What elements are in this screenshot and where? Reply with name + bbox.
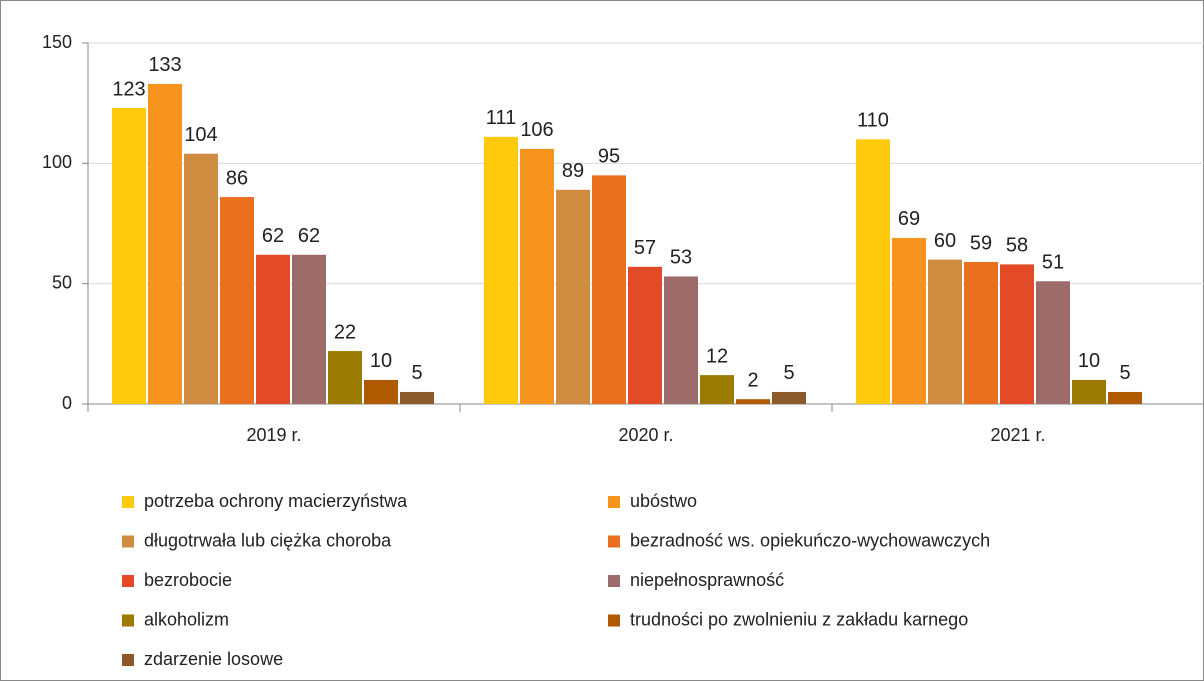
legend-swatch bbox=[122, 614, 134, 627]
bar bbox=[184, 153, 218, 404]
data-label: 110 bbox=[857, 110, 889, 132]
bar bbox=[664, 276, 698, 404]
x-tick-label: 2019 r. bbox=[246, 425, 301, 445]
bar bbox=[928, 259, 962, 404]
bar bbox=[400, 391, 434, 404]
bar bbox=[772, 391, 806, 404]
bar bbox=[1036, 281, 1070, 404]
legend-swatch bbox=[122, 535, 134, 548]
data-label: 53 bbox=[670, 247, 692, 269]
data-label: 62 bbox=[262, 225, 284, 247]
legend-swatch bbox=[608, 496, 620, 508]
legend-label: ubóstwo bbox=[630, 491, 697, 511]
x-tick-label: 2020 r. bbox=[618, 425, 673, 445]
legend-swatch bbox=[608, 614, 620, 627]
data-label: 2 bbox=[747, 369, 758, 391]
bar bbox=[964, 262, 998, 404]
data-label: 12 bbox=[706, 345, 728, 367]
legend-swatch bbox=[122, 654, 134, 666]
legend-swatch bbox=[122, 575, 134, 587]
legend-swatch bbox=[608, 575, 620, 587]
data-label: 58 bbox=[1006, 235, 1028, 257]
bar bbox=[592, 175, 626, 404]
legend-label: niepełnosprawność bbox=[630, 570, 784, 590]
y-tick-label: 50 bbox=[52, 272, 72, 292]
bar bbox=[1108, 391, 1142, 404]
legend-label: zdarzenie losowe bbox=[144, 649, 283, 669]
data-label: 104 bbox=[184, 124, 217, 146]
data-label: 51 bbox=[1042, 252, 1064, 274]
data-label: 10 bbox=[370, 350, 392, 372]
legend-label: trudności po zwolnieniu z zakładu karneg… bbox=[630, 609, 968, 629]
bar bbox=[292, 254, 326, 404]
data-label: 59 bbox=[970, 232, 992, 254]
bar bbox=[1072, 379, 1106, 404]
bar bbox=[700, 375, 734, 404]
data-label: 95 bbox=[598, 146, 620, 168]
bar bbox=[328, 351, 362, 404]
legend-swatch bbox=[608, 535, 620, 548]
data-label: 111 bbox=[486, 107, 516, 129]
bar bbox=[628, 266, 662, 404]
bar bbox=[484, 136, 518, 405]
data-label: 86 bbox=[226, 167, 248, 189]
bar bbox=[148, 83, 182, 404]
legend-label: alkoholizm bbox=[144, 609, 229, 629]
legend-label: bezrobocie bbox=[144, 570, 232, 590]
bar bbox=[256, 254, 290, 404]
data-label: 57 bbox=[634, 237, 656, 259]
data-label: 123 bbox=[112, 78, 145, 100]
y-tick-label: 100 bbox=[42, 152, 72, 172]
bar bbox=[1000, 264, 1034, 404]
data-label: 5 bbox=[411, 362, 422, 384]
data-label: 5 bbox=[1119, 362, 1130, 384]
data-label: 89 bbox=[562, 160, 584, 182]
data-label: 69 bbox=[898, 208, 920, 230]
legend-swatch bbox=[122, 496, 134, 508]
y-tick-label: 150 bbox=[42, 32, 72, 52]
bar bbox=[520, 148, 554, 404]
bar bbox=[892, 237, 926, 404]
y-tick-label: 0 bbox=[62, 393, 72, 413]
data-label: 22 bbox=[334, 321, 356, 343]
data-label: 62 bbox=[298, 225, 320, 247]
data-label: 106 bbox=[520, 119, 553, 141]
bar bbox=[556, 189, 590, 404]
data-label: 60 bbox=[934, 230, 956, 252]
legend-label: długotrwała lub ciężka choroba bbox=[144, 530, 392, 550]
x-tick-label: 2021 r. bbox=[990, 425, 1045, 445]
bar bbox=[856, 139, 890, 404]
data-label: 5 bbox=[783, 362, 794, 384]
data-label: 10 bbox=[1078, 350, 1100, 372]
legend-label: potrzeba ochrony macierzyństwa bbox=[144, 491, 408, 511]
data-label: 133 bbox=[148, 54, 181, 76]
bar bbox=[364, 379, 398, 404]
bar bbox=[220, 197, 254, 404]
legend-label: bezradność ws. opiekuńczo-wychowawczych bbox=[630, 530, 990, 550]
bar bbox=[736, 399, 770, 404]
bar bbox=[112, 107, 146, 404]
